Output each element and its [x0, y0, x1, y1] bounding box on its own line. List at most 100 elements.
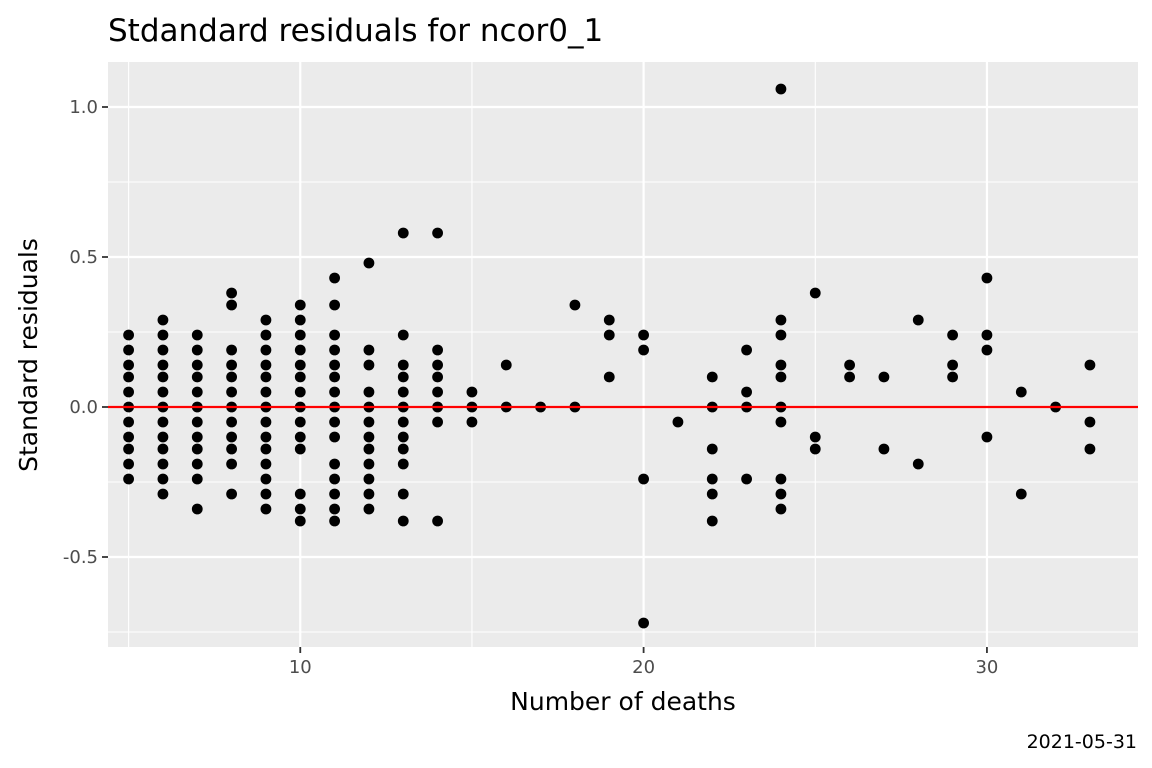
data-point	[706, 443, 718, 455]
data-point	[775, 473, 787, 485]
data-point	[294, 299, 306, 311]
data-point	[294, 416, 306, 428]
data-point	[397, 359, 409, 371]
data-point	[226, 416, 238, 428]
data-point	[638, 329, 649, 341]
data-point	[226, 488, 238, 500]
data-point	[157, 359, 169, 371]
data-point	[363, 257, 375, 269]
data-point	[157, 314, 169, 326]
data-point	[363, 458, 375, 470]
data-point	[500, 359, 512, 371]
data-point	[157, 386, 169, 398]
data-point	[123, 431, 134, 443]
data-point	[123, 344, 134, 356]
data-point	[741, 386, 752, 398]
y-axis: -0.5 0.0 0.5 1.0	[63, 97, 108, 568]
y-tick-label: -0.5	[63, 547, 98, 568]
y-tick-label: 1.0	[69, 97, 98, 118]
data-point	[397, 386, 409, 398]
data-point	[226, 299, 238, 311]
plot-panel	[108, 62, 1138, 647]
data-point	[260, 344, 272, 356]
data-point	[226, 344, 238, 356]
data-point	[912, 458, 924, 470]
data-point	[123, 386, 134, 398]
data-point	[981, 272, 993, 284]
data-point	[912, 314, 924, 326]
data-point	[363, 431, 375, 443]
data-point	[191, 443, 203, 455]
data-point	[775, 359, 787, 371]
data-point	[226, 287, 238, 299]
data-point	[260, 386, 272, 398]
data-point	[672, 416, 684, 428]
data-point	[329, 503, 340, 515]
data-point	[466, 416, 478, 428]
data-point	[397, 515, 409, 527]
data-point	[329, 329, 340, 341]
data-point	[191, 386, 203, 398]
data-point	[775, 83, 787, 95]
data-point	[260, 443, 272, 455]
data-point	[432, 416, 443, 428]
data-point	[123, 443, 134, 455]
data-point	[157, 344, 169, 356]
data-point	[123, 329, 134, 341]
data-point	[844, 371, 855, 383]
data-point	[706, 473, 718, 485]
y-tick-label: 0.0	[69, 397, 98, 418]
data-point	[432, 515, 443, 527]
data-point	[191, 431, 203, 443]
data-point	[123, 458, 134, 470]
data-point	[603, 371, 615, 383]
data-point	[775, 488, 787, 500]
x-axis: 10 20 30	[289, 647, 998, 678]
data-point	[947, 371, 958, 383]
data-point	[294, 329, 306, 341]
data-point	[226, 359, 238, 371]
data-point	[157, 473, 169, 485]
data-point	[123, 371, 134, 383]
data-point	[775, 314, 787, 326]
data-point	[191, 371, 203, 383]
data-point	[294, 314, 306, 326]
data-point	[191, 458, 203, 470]
data-point	[329, 515, 340, 527]
data-point	[363, 488, 375, 500]
data-point	[775, 503, 787, 515]
data-point	[981, 344, 993, 356]
data-point	[775, 371, 787, 383]
data-point	[329, 272, 340, 284]
data-point	[294, 431, 306, 443]
data-point	[363, 359, 375, 371]
data-point	[397, 227, 409, 239]
data-point	[157, 371, 169, 383]
data-point	[706, 371, 718, 383]
data-point	[260, 359, 272, 371]
data-point	[363, 416, 375, 428]
data-point	[432, 227, 443, 239]
data-point	[157, 488, 169, 500]
data-point	[226, 431, 238, 443]
data-point	[157, 416, 169, 428]
data-point	[226, 386, 238, 398]
data-point	[603, 314, 615, 326]
data-point	[432, 344, 443, 356]
y-tick-label: 0.5	[69, 247, 98, 268]
data-point	[191, 416, 203, 428]
data-point	[294, 488, 306, 500]
data-point	[432, 386, 443, 398]
data-point	[226, 458, 238, 470]
data-point	[397, 443, 409, 455]
data-point	[191, 359, 203, 371]
data-point	[294, 359, 306, 371]
data-point	[981, 431, 993, 443]
data-point	[191, 329, 203, 341]
data-point	[809, 431, 821, 443]
data-point	[260, 488, 272, 500]
data-point	[638, 617, 649, 629]
data-point	[397, 329, 409, 341]
chart-title: Stdandard residuals for ncor0_1	[108, 13, 603, 49]
data-point	[706, 515, 718, 527]
